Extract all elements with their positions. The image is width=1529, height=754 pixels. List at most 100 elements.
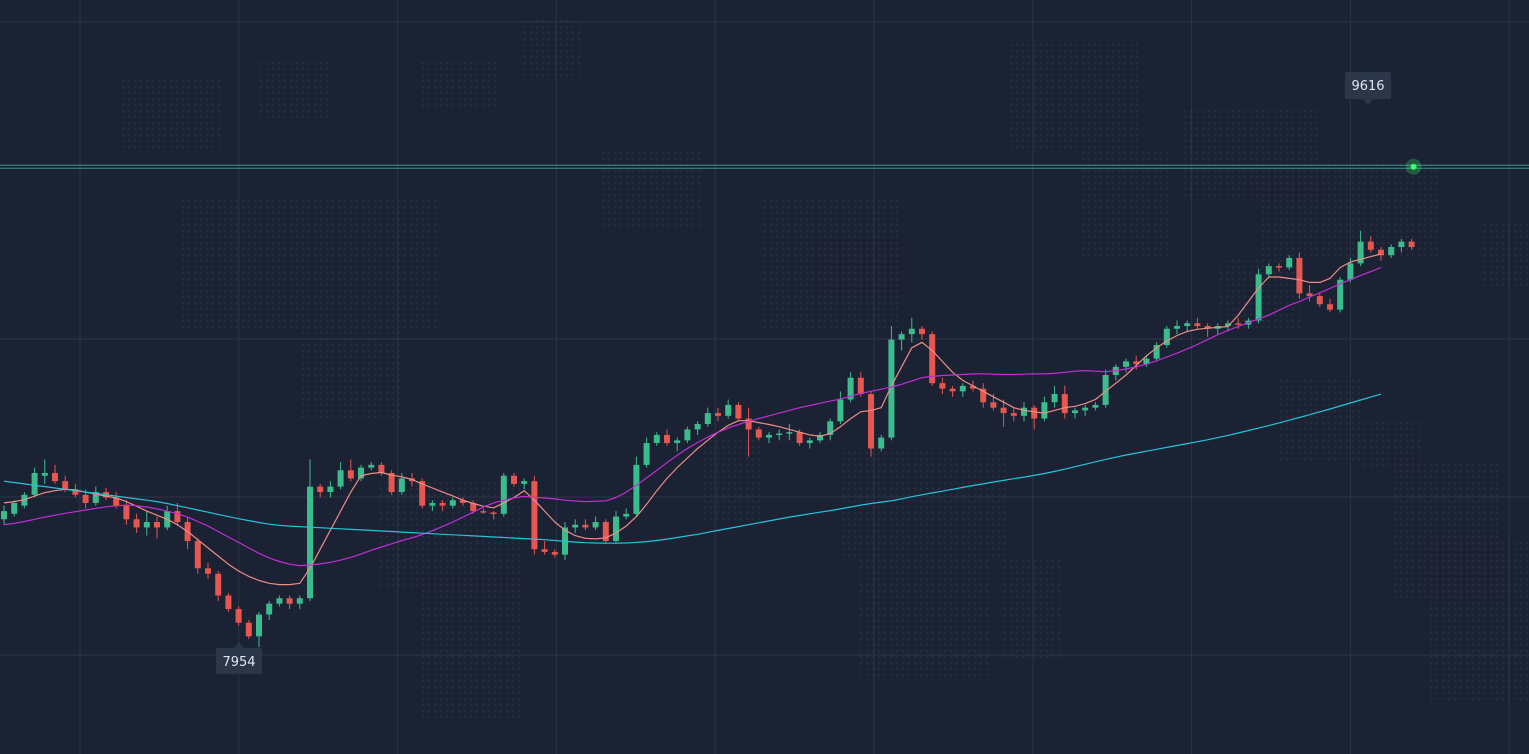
- candle: [755, 426, 762, 441]
- candle-body: [154, 522, 160, 528]
- candle: [1214, 323, 1221, 335]
- candle-body: [878, 437, 885, 449]
- candle: [582, 519, 589, 531]
- candle-body: [1225, 323, 1231, 326]
- candle-body: [1184, 323, 1191, 326]
- candle-body: [1357, 241, 1364, 264]
- map-dot-region: [840, 450, 1010, 560]
- candle: [1163, 326, 1170, 348]
- candle-body: [1255, 274, 1262, 321]
- high-price-text: 9616: [1351, 79, 1384, 94]
- candle: [378, 462, 385, 476]
- candle-body: [847, 377, 854, 400]
- candle-body: [215, 573, 222, 596]
- candle: [1072, 407, 1078, 419]
- candle: [1123, 358, 1129, 373]
- candle-body: [970, 385, 976, 389]
- candle-body: [643, 443, 650, 465]
- candle: [460, 497, 466, 506]
- candle: [704, 407, 711, 427]
- candle: [41, 459, 48, 484]
- candle: [837, 391, 844, 424]
- candle-body: [1378, 249, 1384, 256]
- candle: [1061, 385, 1068, 419]
- candle: [929, 331, 936, 386]
- candle: [623, 508, 630, 520]
- candle-body: [1092, 404, 1099, 408]
- candle-body: [1327, 304, 1333, 310]
- candle-body: [337, 470, 344, 487]
- candle: [919, 326, 925, 340]
- candle: [205, 562, 211, 580]
- candle-body: [1306, 293, 1313, 297]
- candle-body: [1296, 257, 1303, 294]
- map-dot-region: [860, 560, 990, 680]
- candle: [806, 437, 813, 449]
- candle: [1357, 230, 1364, 267]
- candle: [1174, 320, 1180, 335]
- candle: [256, 611, 262, 648]
- candle-body: [72, 489, 79, 495]
- candle: [1367, 236, 1374, 253]
- map-dot-region: [820, 240, 900, 300]
- candle-body: [786, 432, 793, 434]
- candle-body: [1123, 361, 1129, 367]
- map-dot-region: [1280, 380, 1360, 460]
- map-dot-region: [420, 580, 520, 720]
- candle-body: [266, 603, 273, 615]
- candle: [1041, 396, 1048, 422]
- candle: [388, 470, 395, 495]
- candle-body: [1021, 407, 1027, 416]
- current-price-dot: [1410, 163, 1417, 170]
- candle-body: [868, 394, 874, 449]
- candle-body: [725, 404, 732, 416]
- candle-body: [653, 434, 660, 444]
- candle: [52, 464, 58, 484]
- candle: [633, 456, 640, 517]
- candle: [684, 426, 691, 444]
- candle-body: [1265, 266, 1272, 275]
- candle-body: [949, 388, 956, 392]
- candle-body: [664, 434, 670, 444]
- moving-average-long: [3, 393, 1382, 544]
- candle-body: [1347, 263, 1354, 280]
- candle: [817, 432, 823, 444]
- candle: [1306, 285, 1313, 302]
- candle: [643, 437, 650, 468]
- candle-body: [633, 464, 640, 514]
- candle: [194, 538, 201, 574]
- candle-body: [1174, 326, 1180, 329]
- candle-body: [1153, 345, 1160, 359]
- candle: [154, 516, 160, 539]
- candle-body: [674, 440, 681, 444]
- candle: [653, 432, 660, 446]
- candle: [1010, 407, 1017, 422]
- candle-body: [31, 473, 38, 495]
- candle: [1031, 404, 1038, 430]
- candle-body: [143, 522, 150, 528]
- candle: [898, 331, 905, 351]
- candle-body: [817, 434, 823, 441]
- moving-averages: [3, 253, 1382, 586]
- candle: [1082, 404, 1089, 416]
- candle: [868, 391, 874, 457]
- candle-body: [1010, 413, 1017, 416]
- map-dot-region: [180, 200, 440, 330]
- candle-body: [174, 511, 181, 522]
- candle-body: [898, 334, 905, 340]
- candle-body: [919, 328, 925, 335]
- candle-body: [1367, 241, 1374, 250]
- candle-body: [745, 418, 752, 430]
- candle: [1276, 263, 1282, 272]
- map-dot-region: [300, 330, 400, 420]
- candle: [776, 429, 783, 441]
- candle-body: [1163, 328, 1170, 346]
- candle-body: [735, 404, 742, 419]
- map-dot-region: [1080, 150, 1170, 260]
- candle-body: [194, 541, 201, 569]
- candle-body: [939, 383, 946, 389]
- candle: [1092, 402, 1099, 411]
- candle: [11, 500, 18, 517]
